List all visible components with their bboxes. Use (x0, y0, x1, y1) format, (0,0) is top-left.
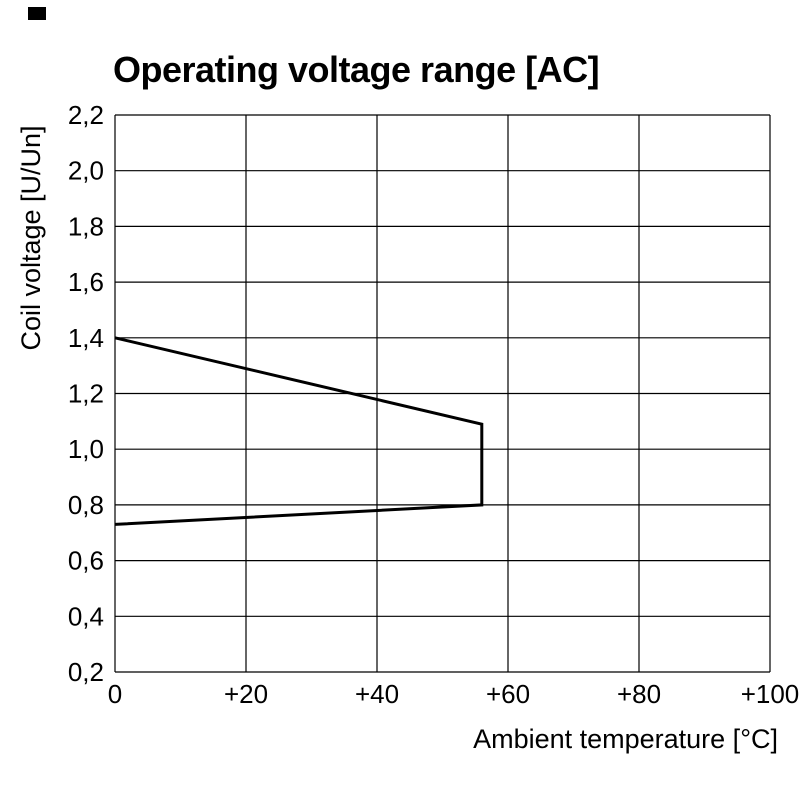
y-tick-label: 0,2 (68, 657, 104, 687)
y-tick-label: 0,6 (68, 546, 104, 576)
y-tick-label: 0,4 (68, 601, 104, 631)
y-tick-label: 1,0 (68, 434, 104, 464)
x-tick-label: 0 (108, 679, 122, 709)
series-layer (114, 336, 484, 526)
y-tick-label: 1,4 (68, 323, 104, 353)
y-axis-label: Coil voltage [U/Un] (16, 125, 46, 350)
chart-title: Operating voltage range [AC] (113, 49, 599, 90)
x-tick-label: +40 (355, 679, 399, 709)
x-axis-label: Ambient temperature [°C] (473, 724, 778, 754)
grid-layer (114, 114, 771, 673)
x-tick-label: +60 (486, 679, 530, 709)
y-tick-label: 0,8 (68, 490, 104, 520)
tick-layer: 0 +20 +40 +60 +80 +100 2,2 2,0 1,8 1,6 1,4 1,2 1,0 0,… (68, 100, 799, 709)
y-tick-label: 1,6 (68, 267, 104, 297)
y-tick-label: 1,2 (68, 379, 104, 409)
x-tick-label: +100 (741, 679, 800, 709)
x-tick-label: +20 (224, 679, 268, 709)
operating-voltage-range-boundary (114, 336, 484, 526)
y-tick-label: 1,8 (68, 211, 104, 241)
x-tick-label: +80 (617, 679, 661, 709)
y-tick-label: 2,0 (68, 156, 104, 186)
corner-marker (28, 7, 46, 20)
y-tick-label: 2,2 (68, 100, 104, 130)
